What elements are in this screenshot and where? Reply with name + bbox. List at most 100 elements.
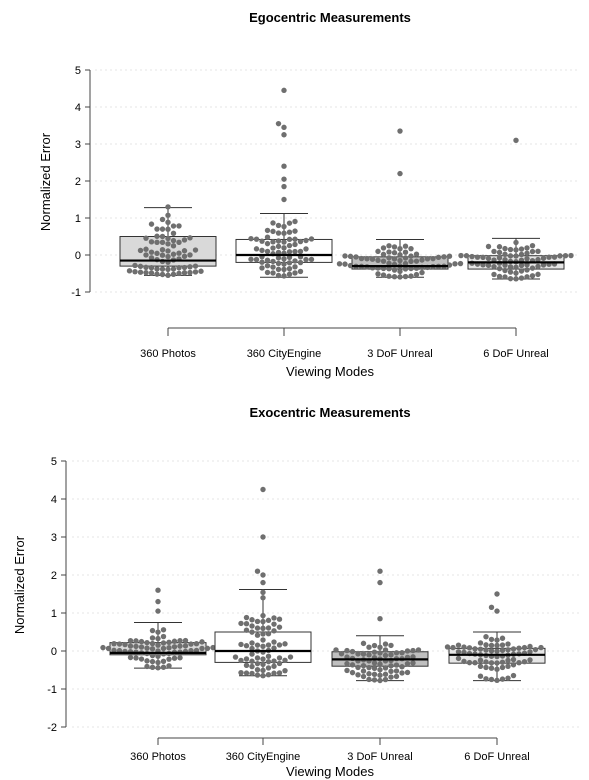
data-point <box>270 258 276 265</box>
data-point <box>165 226 171 232</box>
y-tick-label: 0 <box>75 250 81 262</box>
y-tick-label: -1 <box>47 684 57 696</box>
x-tick-label: 6 DoF Unreal <box>483 348 548 360</box>
data-point <box>491 263 497 270</box>
data-point <box>165 219 171 226</box>
data-point <box>253 236 260 242</box>
data-point <box>159 233 166 240</box>
data-point <box>264 248 271 255</box>
data-point <box>149 640 156 647</box>
data-point <box>535 248 541 254</box>
data-point <box>377 677 383 684</box>
data-point <box>248 235 254 242</box>
data-point <box>144 663 150 670</box>
x-axis-label: Viewing Modes <box>286 764 374 779</box>
data-point <box>143 264 149 271</box>
data-point <box>518 246 525 252</box>
data-point <box>187 269 193 276</box>
y-tick-label: 3 <box>51 532 57 544</box>
data-point <box>243 621 250 627</box>
data-point <box>265 653 272 660</box>
data-point <box>259 247 265 254</box>
data-point <box>254 568 261 574</box>
chart-title: Exocentric Measurements <box>249 405 410 420</box>
data-point <box>466 659 473 666</box>
data-point <box>397 274 403 280</box>
data-point <box>353 254 359 260</box>
data-point <box>527 649 533 655</box>
data-point <box>397 252 403 258</box>
data-point <box>344 647 350 654</box>
data-point <box>270 270 276 276</box>
data-point <box>271 628 277 634</box>
data-point <box>248 256 254 262</box>
data-point <box>382 676 389 683</box>
data-point <box>446 253 453 259</box>
data-point <box>483 659 489 665</box>
data-point <box>371 660 378 666</box>
data-point <box>377 644 383 651</box>
data-point <box>260 631 266 637</box>
data-point <box>210 644 216 651</box>
data-point <box>510 656 517 663</box>
data-point <box>444 644 451 650</box>
data-point <box>276 670 283 676</box>
data-point <box>505 641 511 647</box>
data-point <box>419 269 425 276</box>
data-point <box>170 251 177 257</box>
data-point <box>276 642 283 648</box>
data-point <box>297 238 304 245</box>
data-point <box>192 247 199 253</box>
data-point <box>524 250 530 256</box>
data-point <box>377 579 383 586</box>
data-point <box>275 249 282 256</box>
data-point <box>393 668 400 674</box>
data-point <box>282 657 288 663</box>
data-point <box>388 652 394 658</box>
data-point <box>297 248 304 255</box>
data-point <box>275 260 282 267</box>
data-point <box>358 255 365 262</box>
data-point <box>292 236 298 242</box>
data-point <box>360 668 367 674</box>
data-point <box>132 268 138 275</box>
data-point <box>270 228 276 235</box>
data-point <box>494 608 500 614</box>
data-point <box>474 254 481 260</box>
data-point <box>160 664 167 670</box>
data-point <box>413 258 420 264</box>
data-point <box>371 649 378 655</box>
data-point <box>138 638 145 645</box>
data-point <box>336 261 343 267</box>
data-point <box>149 658 156 665</box>
data-point <box>292 270 298 276</box>
data-point <box>382 652 389 659</box>
data-point <box>286 242 293 249</box>
data-point <box>518 275 525 281</box>
data-point <box>155 659 161 666</box>
data-point <box>259 259 265 265</box>
data-point <box>499 635 506 641</box>
data-point <box>413 271 420 278</box>
data-point <box>349 648 356 655</box>
data-point <box>388 663 394 669</box>
data-point <box>404 669 411 676</box>
data-point <box>176 270 182 277</box>
data-point <box>260 625 266 632</box>
data-point <box>166 645 172 651</box>
data-point <box>243 656 250 662</box>
data-point <box>143 246 149 252</box>
data-point <box>360 640 367 647</box>
box-group <box>458 137 574 282</box>
data-point <box>513 276 519 282</box>
box-group <box>331 568 429 684</box>
data-point <box>132 262 138 269</box>
data-point <box>399 650 405 656</box>
data-point <box>496 244 503 250</box>
data-point <box>243 643 250 649</box>
data-point <box>171 644 178 650</box>
data-point <box>249 623 255 629</box>
data-point <box>187 252 193 258</box>
data-point <box>513 247 519 253</box>
data-point <box>165 248 171 254</box>
